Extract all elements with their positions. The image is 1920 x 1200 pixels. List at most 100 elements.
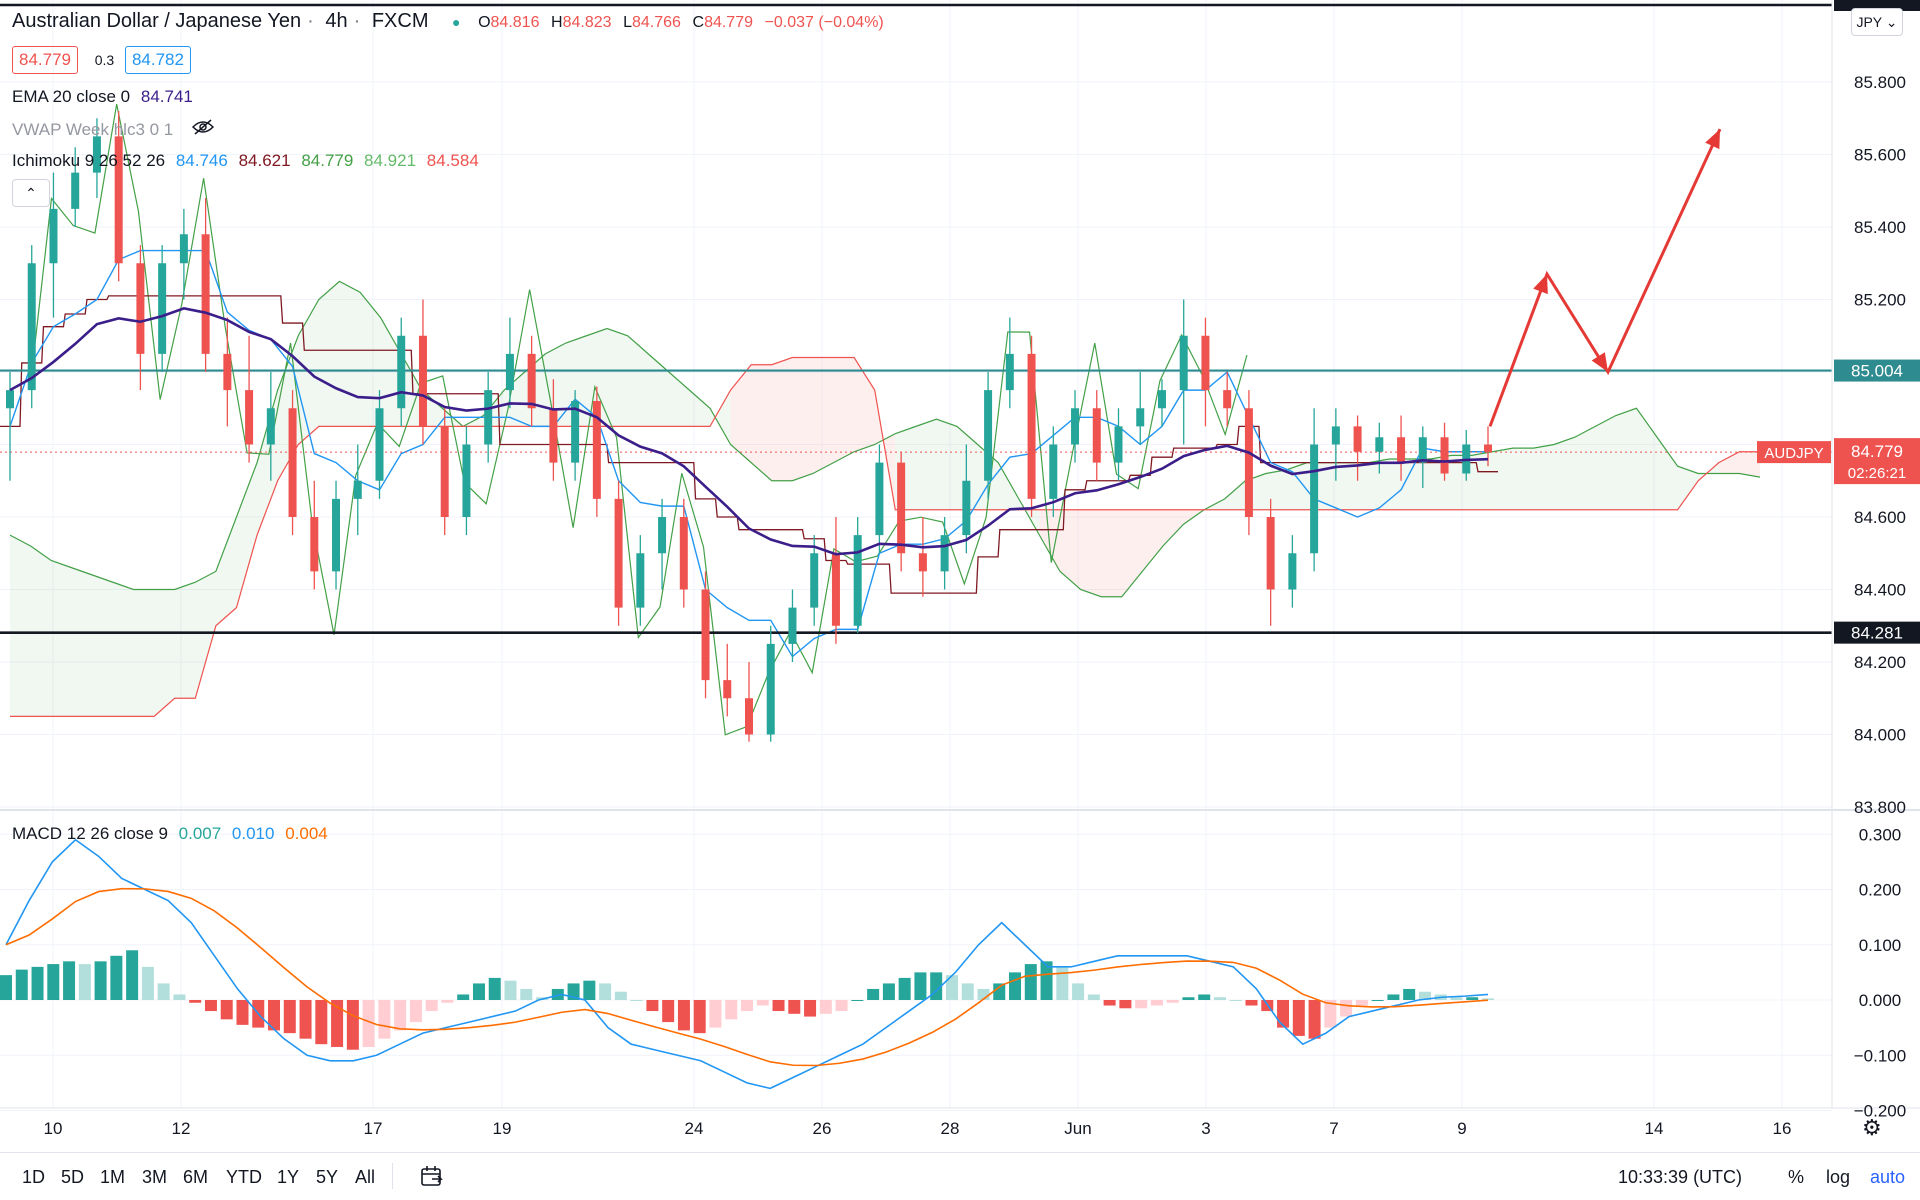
percent-toggle[interactable]: % — [1788, 1167, 1805, 1187]
candle-body[interactable] — [223, 353, 232, 391]
candle-body[interactable] — [505, 353, 514, 391]
candle-body[interactable] — [6, 390, 14, 409]
candle-body[interactable] — [810, 553, 819, 608]
candle-body[interactable] — [353, 480, 362, 499]
candle-body[interactable] — [1027, 353, 1036, 499]
range-6m-button[interactable]: 6M — [183, 1167, 209, 1187]
candle-body[interactable] — [462, 444, 471, 518]
candle-body[interactable] — [1353, 426, 1362, 452]
sell-price-box[interactable]: 84.779 — [12, 46, 78, 74]
log-toggle[interactable]: log — [1826, 1167, 1851, 1187]
candle-body[interactable] — [1375, 437, 1384, 452]
auto-toggle[interactable]: auto — [1870, 1167, 1906, 1187]
interval-label[interactable]: 4h — [325, 10, 348, 32]
candle-body[interactable] — [266, 408, 275, 445]
candle-body[interactable] — [332, 498, 341, 572]
candle-body[interactable] — [766, 643, 775, 735]
candle-body[interactable] — [158, 263, 167, 354]
candle-body[interactable] — [571, 401, 580, 463]
vwap-legend[interactable]: VWAP Week hlc3 0 1 — [12, 119, 220, 140]
ichimoku-legend[interactable]: Ichimoku 9 26 52 26 84.746 84.621 84.779… — [12, 151, 485, 171]
range-ytd-button[interactable]: YTD — [226, 1167, 262, 1187]
candle-body[interactable] — [918, 553, 927, 572]
collapse-legend-button[interactable]: ⌃ — [12, 179, 50, 207]
candle-body[interactable] — [92, 136, 101, 173]
candle-body[interactable] — [1331, 426, 1340, 445]
candle-body[interactable] — [1092, 408, 1101, 463]
candle-body[interactable] — [1223, 390, 1232, 409]
candle-body[interactable] — [1114, 426, 1123, 463]
candle-body[interactable] — [397, 335, 406, 409]
candle-body[interactable] — [658, 517, 667, 554]
range-1y-button[interactable]: 1Y — [277, 1167, 300, 1187]
candle-body[interactable] — [1418, 437, 1427, 463]
candle-body[interactable] — [745, 698, 753, 735]
ichimoku-cloud-segment — [689, 390, 710, 427]
buy-price-box[interactable]: 84.782 — [124, 46, 191, 74]
projection-arrow-path[interactable] — [1488, 128, 1722, 427]
candle-body[interactable] — [245, 390, 254, 445]
candle-body[interactable] — [114, 136, 123, 264]
macd-legend[interactable]: MACD 12 26 close 9 0.007 0.010 0.004 — [12, 824, 334, 844]
symbol-title[interactable]: Australian Dollar / Japanese Yen — [12, 10, 302, 32]
candle-body[interactable] — [1005, 353, 1014, 391]
currency-dropdown[interactable]: JPY ⌄ — [1851, 8, 1903, 36]
candle-body[interactable] — [1266, 517, 1275, 590]
candle-body[interactable] — [701, 589, 710, 681]
candle-body[interactable] — [288, 408, 297, 517]
candle-body[interactable] — [723, 680, 732, 699]
candle-body[interactable] — [679, 517, 688, 590]
candle-body[interactable] — [1310, 444, 1319, 554]
candle-body[interactable] — [527, 353, 536, 409]
candle-body[interactable] — [636, 553, 645, 608]
candle-body[interactable] — [1244, 408, 1253, 517]
range-1d-button[interactable]: 1D — [22, 1167, 46, 1187]
candle-body[interactable] — [1397, 437, 1406, 463]
candle-body[interactable] — [418, 335, 427, 427]
candle-body[interactable] — [962, 480, 971, 536]
candle-body[interactable] — [440, 426, 449, 517]
candle-body[interactable] — [831, 553, 840, 626]
calendar-goto-icon[interactable] — [420, 1165, 444, 1192]
ema-legend[interactable]: EMA 20 close 0 84.741 — [12, 87, 199, 107]
candle-body[interactable] — [984, 390, 993, 481]
settings-gear-icon[interactable]: ⚙ — [1862, 1115, 1882, 1140]
candle-body[interactable] — [788, 607, 797, 644]
candle-body[interactable] — [614, 498, 623, 608]
clock-label[interactable]: 10:33:39 (UTC) — [1618, 1167, 1743, 1187]
macd-tick-label: 0.300 — [1859, 825, 1902, 844]
candle-body[interactable] — [136, 263, 145, 354]
candle-body[interactable] — [71, 172, 80, 209]
candle-body[interactable] — [897, 462, 906, 554]
candle-body[interactable] — [49, 208, 58, 264]
range-5d-button[interactable]: 5D — [61, 1167, 85, 1187]
candle-body[interactable] — [1157, 390, 1166, 409]
candle-body[interactable] — [875, 462, 884, 536]
candle-body[interactable] — [1136, 408, 1145, 427]
eye-hidden-icon[interactable] — [191, 119, 215, 139]
candle-body[interactable] — [484, 390, 493, 445]
candle-body[interactable] — [375, 408, 384, 481]
candle-body[interactable] — [27, 263, 36, 391]
time-tick-label: 3 — [1201, 1119, 1210, 1138]
candle-body[interactable] — [1049, 444, 1058, 499]
range-1m-button[interactable]: 1M — [100, 1167, 126, 1187]
candle-body[interactable] — [201, 234, 210, 354]
candle-body[interactable] — [592, 401, 601, 499]
candle-body[interactable] — [940, 535, 949, 572]
candle-body[interactable] — [1288, 553, 1297, 590]
chart-canvas[interactable]: 85.80085.60085.40085.20085.00084.80084.6… — [0, 0, 1920, 1152]
range-all-button[interactable]: All — [355, 1167, 376, 1187]
candle-body[interactable] — [179, 234, 188, 264]
candle-body[interactable] — [1201, 335, 1210, 391]
range-5y-button[interactable]: 5Y — [316, 1167, 339, 1187]
candle-body[interactable] — [310, 517, 319, 572]
macd-histogram-bar — [630, 1000, 643, 1001]
candle-body[interactable] — [1071, 408, 1080, 445]
candle-body[interactable] — [549, 408, 558, 463]
candle-body[interactable] — [1179, 335, 1188, 391]
range-3m-button[interactable]: 3M — [142, 1167, 168, 1187]
candle-body[interactable] — [1440, 437, 1449, 474]
candle-body[interactable] — [853, 535, 862, 626]
candle-body[interactable] — [1484, 444, 1492, 452]
